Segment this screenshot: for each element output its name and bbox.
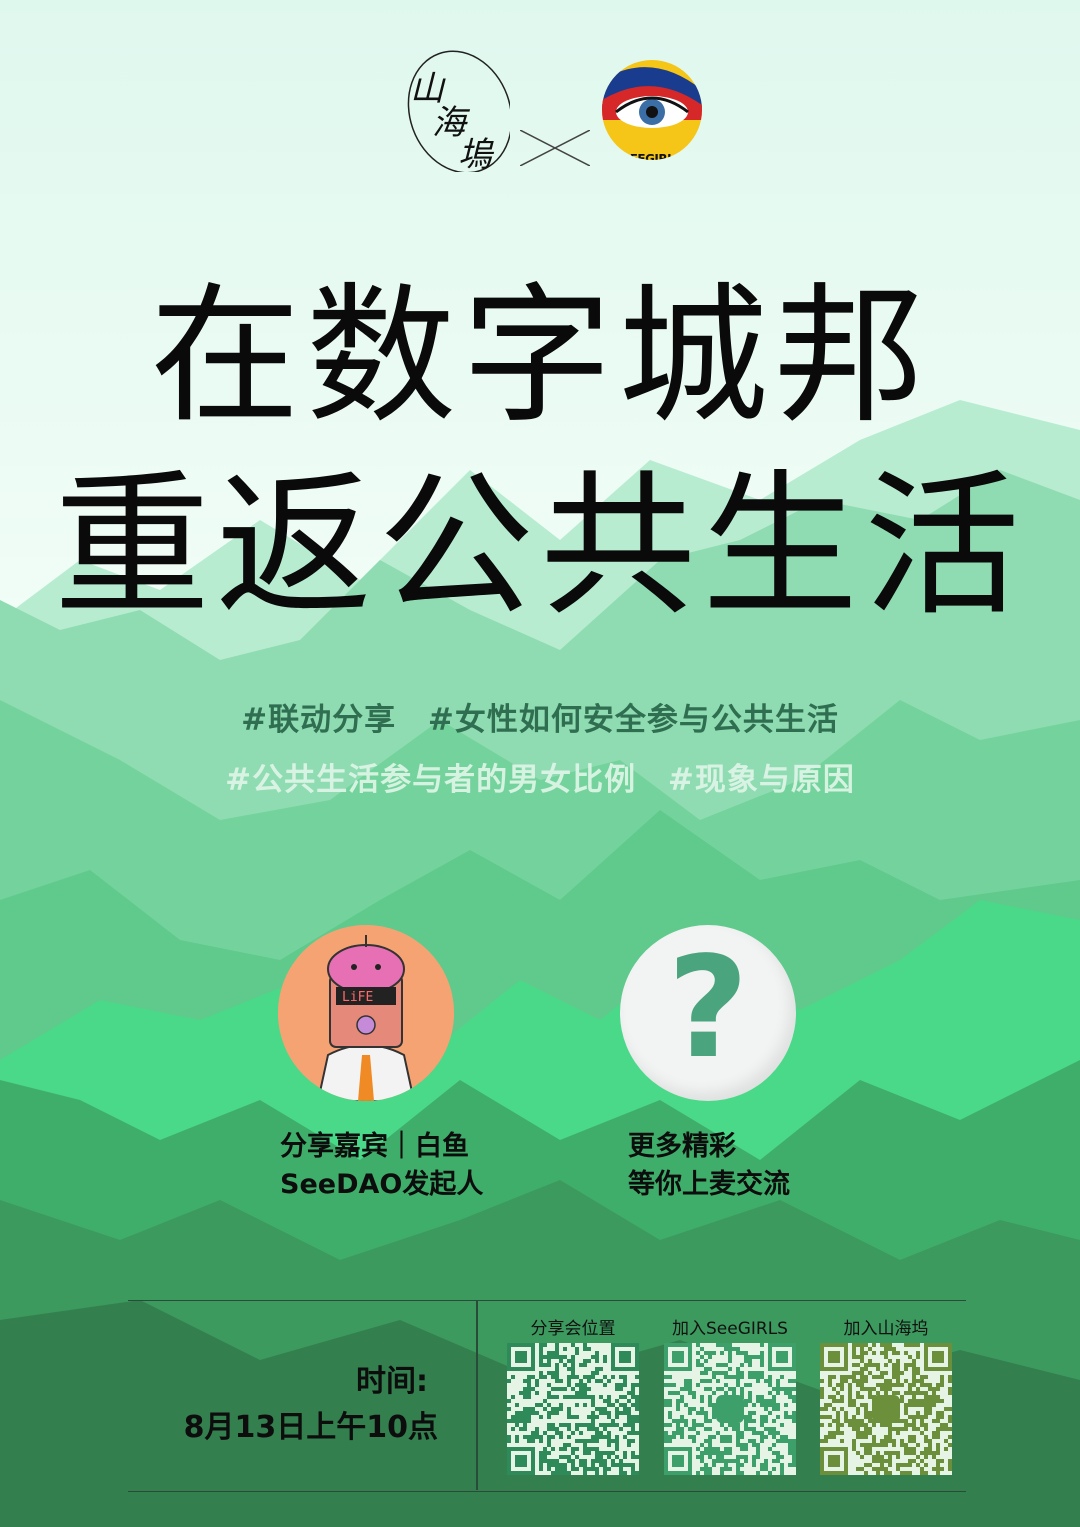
wechat-icon	[716, 1395, 744, 1423]
wechat-icon	[872, 1395, 900, 1423]
time-label: 时间:	[356, 1364, 428, 1399]
tag-linked-sharing: #联动分享	[241, 702, 397, 738]
qr-label-location: 分享会位置	[530, 1319, 616, 1339]
qr-code-seegirls[interactable]	[664, 1343, 796, 1475]
info-box	[128, 1300, 966, 1492]
time-value: 8月13日上午10点	[183, 1410, 438, 1445]
guest-role: SeeDAO发起人	[280, 1169, 484, 1200]
qr-pattern	[664, 1343, 796, 1475]
svg-text:海: 海	[432, 103, 471, 143]
tag-gender-ratio: #公共生活参与者的男女比例	[225, 762, 637, 798]
guest-avatar: LiFE	[278, 925, 454, 1101]
qr-label-shanhaiwu: 加入山海坞	[843, 1319, 929, 1339]
qr-pattern	[820, 1343, 952, 1475]
tag-phenomenon-cause: #现象与原因	[667, 762, 855, 798]
info-divider	[476, 1300, 478, 1490]
tag-women-safety: #女性如何安全参与公共生活	[427, 702, 839, 738]
qr-code-shanhaiwu[interactable]	[820, 1343, 952, 1475]
more-content-subtitle: 等你上麦交流	[628, 1169, 790, 1200]
seegirls-logo: SEEGIRLS	[602, 60, 702, 160]
more-content-title: 更多精彩	[628, 1131, 736, 1162]
tag-row-2: #公共生活参与者的男女比例 #现象与原因	[0, 754, 1080, 799]
logo-row: 山 海 塢 SEEGIRLS	[0, 40, 1080, 180]
title-line-2: 重返公共生活	[54, 455, 1026, 637]
guest-info-2: 更多精彩 等你上麦交流	[628, 1128, 790, 1204]
shanhaiwu-logo: 山 海 塢	[407, 50, 510, 172]
title-line-1: 在数字城邦	[149, 270, 930, 444]
qr-label-seegirls: 加入SeeGIRLS	[672, 1319, 788, 1339]
collaboration-x-icon	[520, 130, 590, 166]
guest-info-1: 分享嘉宾｜白鱼 SeeDAO发起人	[280, 1128, 483, 1204]
svg-text:LiFE: LiFE	[342, 990, 373, 1005]
seegirls-logo-text: SEEGIRLS	[621, 152, 683, 160]
qr-pattern	[507, 1343, 639, 1475]
svg-text:山: 山	[410, 69, 446, 109]
question-mark-icon: ?	[620, 925, 796, 1101]
tag-row-1: #联动分享 #女性如何安全参与公共生活	[0, 694, 1080, 739]
guest-title: 分享嘉宾｜白鱼	[280, 1131, 469, 1162]
svg-text:塢: 塢	[458, 135, 495, 172]
qr-code-location[interactable]	[507, 1343, 639, 1475]
question-mark-glyph: ?	[667, 927, 749, 1090]
